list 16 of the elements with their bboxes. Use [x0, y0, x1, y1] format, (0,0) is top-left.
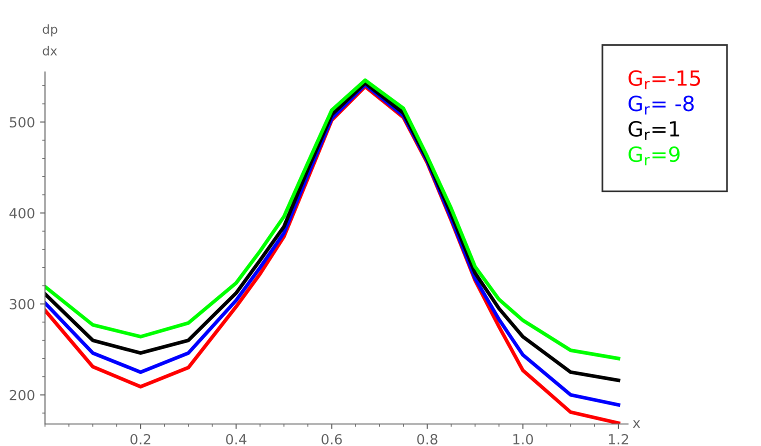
y-tick-label: 200 — [10, 390, 34, 400]
x-tick-label: 0.2 — [130, 434, 150, 444]
text: G$_{r}$=1 — [628, 120, 680, 140]
x-tick-label: 0.8 — [417, 434, 438, 444]
x-tick-label: 1.0 — [513, 434, 533, 444]
y-axis-title: dp dx — [42, 24, 58, 56]
y-tick-label: 500 — [10, 116, 34, 128]
text: G$_{r}$=9 — [628, 146, 680, 166]
x-tick-label: 0.4 — [226, 434, 246, 444]
x-axis-title: x — [632, 420, 640, 428]
x-tick-label: 0.6 — [322, 434, 342, 444]
text: G$_{r}$= -8 — [628, 96, 694, 114]
text: G$_{r}$=-15 — [628, 70, 700, 90]
y-tick-label: 300 — [10, 298, 34, 310]
x-tick-label: 1.2 — [608, 434, 628, 444]
y-tick-label: 400 — [9, 208, 34, 218]
